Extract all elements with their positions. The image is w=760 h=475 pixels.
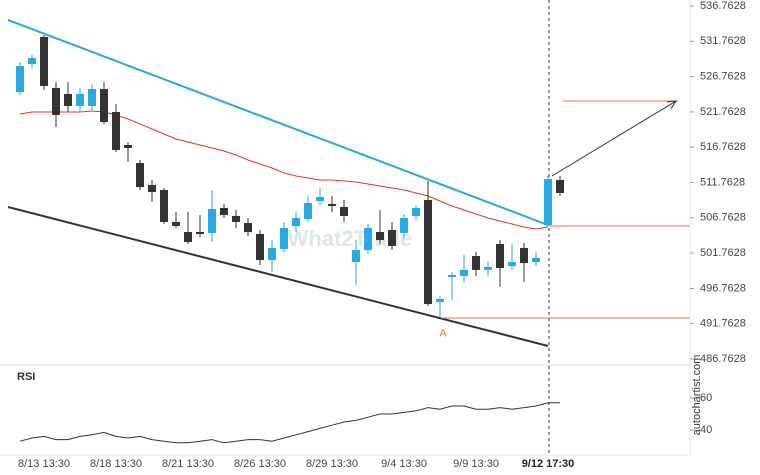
x-tick-label: 9/9 13:30 — [453, 458, 499, 470]
candle-body — [508, 261, 516, 267]
x-tick-label: 8/21 13:30 — [162, 458, 214, 470]
candle-body — [544, 178, 552, 226]
y-tick-label: 486.7628 — [700, 353, 746, 365]
candle-body — [52, 87, 60, 116]
source: autochartist.com — [691, 355, 703, 436]
candle-body — [232, 215, 240, 222]
rsi-label: RSI — [17, 371, 35, 383]
candle-body — [256, 233, 264, 261]
candle-body — [328, 203, 336, 207]
y-tick-label: 506.7628 — [700, 212, 746, 224]
y-tick-label: 491.7628 — [700, 318, 746, 330]
y-tick-label: 496.7628 — [700, 282, 746, 294]
candle-body — [76, 93, 84, 106]
candle-body — [16, 66, 24, 92]
candle-body — [40, 36, 48, 86]
candle-body — [412, 207, 420, 216]
x-tick-label: 9/4 13:30 — [381, 458, 427, 470]
y-tick-label: 511.7628 — [700, 176, 745, 188]
candle-body — [112, 111, 120, 151]
forecast-arrow — [551, 100, 677, 177]
candle-body — [352, 249, 360, 262]
x-tick-label: 8/29 13:30 — [306, 458, 358, 470]
candle-body — [172, 221, 180, 226]
rsi-y-tick-label: 60 — [700, 392, 712, 404]
candle-body — [88, 89, 96, 106]
candle-body — [340, 206, 348, 216]
candle-body — [160, 189, 168, 222]
candle-body — [292, 218, 300, 226]
candle-body — [376, 231, 384, 240]
x-tick-label: 9/12 17:30 — [522, 458, 575, 470]
candle-body — [184, 231, 192, 243]
candle-body — [520, 248, 528, 263]
candle-body — [220, 207, 228, 215]
candle-body — [268, 248, 276, 261]
y-tick-label: 526.7628 — [700, 70, 746, 82]
candle-body — [436, 298, 444, 303]
candle-body — [316, 196, 324, 201]
point-marker: A — [439, 327, 447, 339]
y-tick-label: 501.7628 — [700, 247, 746, 259]
trendline — [7, 206, 549, 347]
candle-body — [244, 223, 252, 232]
candle-body — [364, 227, 372, 250]
x-tick-label: 8/13 13:30 — [18, 458, 70, 470]
candle-body — [472, 255, 480, 270]
candle-body — [388, 230, 396, 246]
candle-body — [280, 227, 288, 250]
candle-body — [304, 202, 312, 219]
candle-body — [424, 200, 432, 305]
x-tick-label: 8/26 13:30 — [234, 458, 286, 470]
candle-body — [196, 231, 204, 234]
candle-body — [556, 180, 564, 194]
arrow-head — [667, 100, 678, 109]
candle-body — [64, 93, 72, 106]
y-tick-label: 516.7628 — [700, 141, 746, 153]
candle-body — [400, 218, 408, 233]
candle-body — [532, 257, 540, 262]
candle-body — [100, 89, 108, 122]
y-tick-label: 536.7628 — [700, 0, 746, 12]
y-tick-label: 531.7628 — [700, 35, 746, 47]
x-tick-label: 8/18 13:30 — [90, 458, 142, 470]
rsi-line — [19, 402, 560, 444]
candle-body — [148, 184, 156, 193]
candle-body — [496, 243, 504, 268]
candle-body — [124, 145, 132, 148]
y-tick-label: 521.7628 — [700, 106, 746, 118]
candle-body — [484, 267, 492, 270]
candle-body — [448, 274, 456, 277]
candle-body — [460, 269, 468, 276]
candle-body — [208, 208, 216, 233]
candle-body — [136, 163, 144, 188]
candle-body — [28, 58, 36, 65]
rsi-y-tick-label: 40 — [700, 424, 712, 436]
trendline — [7, 19, 549, 226]
